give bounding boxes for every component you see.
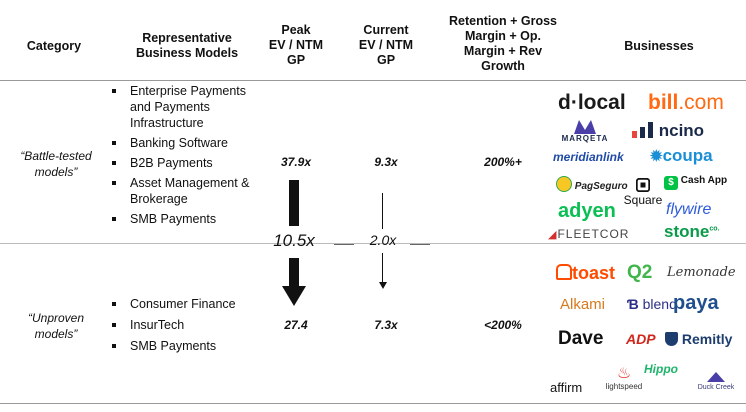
cashapp-dollar-icon: $ xyxy=(664,176,678,190)
row-separator xyxy=(0,243,746,244)
alkami-logo: Alkami xyxy=(560,296,606,313)
affirm-logo: affirm xyxy=(550,380,583,395)
header-models: Representative Business Models xyxy=(135,31,239,60)
model-item: SMB Payments xyxy=(104,211,254,227)
coupa-logo-text: coupa xyxy=(662,146,713,165)
current-arrow-bottom-segment xyxy=(382,253,383,283)
lemonade-logo: Lemonade xyxy=(667,265,736,280)
remitly-logo: Remitly xyxy=(665,331,732,347)
fleetcor-mark-icon: ◢ xyxy=(548,229,558,241)
meridianlink-logo: meridianlink xyxy=(553,150,624,164)
current-arrow-head xyxy=(379,282,387,289)
lightspeed-logo: ♨ lightspeed xyxy=(604,365,644,392)
models-list-battle-tested: Enterprise Payments and Payments Infrast… xyxy=(104,83,254,227)
bottom-rule xyxy=(0,403,746,404)
dlocal-logo: d·local xyxy=(558,91,626,114)
peak-arrow-top-segment xyxy=(289,180,299,226)
current-arrow-top-segment xyxy=(382,193,383,229)
fleetcor-logo-text: FLEETCOR xyxy=(557,227,630,241)
bill-logo-text: bill xyxy=(648,91,679,114)
current-multiple-drop: 2.0x xyxy=(369,232,397,248)
q2-logo: Q2 xyxy=(627,262,653,283)
peak-multiple-drop: 10.5x xyxy=(273,231,315,250)
pagseguro-badge-icon xyxy=(556,176,572,192)
model-item: Asset Management & Brokerage xyxy=(104,175,254,207)
square-mark-icon xyxy=(636,178,650,192)
toast-mark-icon xyxy=(556,264,572,280)
pagseguro-logo: PagSeguro xyxy=(556,176,628,192)
header-retention: Retention + Gross Margin + Op. Margin + … xyxy=(448,14,557,73)
coupa-star-icon: ✹ xyxy=(650,148,663,165)
models-list-unproven: Consumer Finance InsurTech SMB Payments xyxy=(104,296,254,354)
ncino-logo-text: ncino xyxy=(658,121,705,140)
ncino-logo: ncino xyxy=(632,121,704,141)
remitly-shield-icon xyxy=(665,332,678,346)
peak-value-unproven: 27.4 xyxy=(284,318,308,332)
category-unproven: “Unproven models” xyxy=(27,311,85,341)
dave-logo: Dave xyxy=(558,328,604,349)
bill-logo-suffix: .com xyxy=(678,91,724,114)
dash-left xyxy=(334,244,354,245)
model-item: InsurTech xyxy=(104,317,254,333)
model-item: Enterprise Payments and Payments Infrast… xyxy=(104,83,254,131)
stone-logo: stoneco. xyxy=(664,222,719,242)
stone-logo-text: stone xyxy=(664,222,710,241)
marqeta-logo: MARQETA xyxy=(560,120,610,143)
peak-arrow-bottom-segment xyxy=(289,258,299,288)
paya-logo: paya xyxy=(673,292,719,314)
toast-logo-text: toast xyxy=(572,263,616,283)
duckcreek-mark-icon xyxy=(707,372,725,382)
toast-logo: toast xyxy=(556,263,615,284)
header-rule xyxy=(0,80,746,81)
blend-mark-icon: Ɓ xyxy=(627,296,639,312)
model-item: Banking Software xyxy=(104,135,254,151)
square-logo-text: Square xyxy=(623,193,663,207)
pagseguro-logo-text: PagSeguro xyxy=(574,181,628,192)
square-logo: Square xyxy=(620,178,666,207)
header-peak: Peak EV / NTM GP xyxy=(268,23,324,67)
header-current: Current EV / NTM GP xyxy=(358,23,414,67)
blend-logo: Ɓ blend xyxy=(627,296,677,312)
header-businesses: Businesses xyxy=(624,39,694,53)
category-battle-tested: “Battle-tested models” xyxy=(20,149,92,179)
cashapp-logo: $ Cash App xyxy=(664,175,727,190)
peak-value-battle-tested: 37.9x xyxy=(280,155,312,169)
model-item: Consumer Finance xyxy=(104,296,254,312)
flywire-logo: flywire xyxy=(666,201,712,218)
hippo-logo: Hippo xyxy=(644,362,678,376)
fleetcor-logo: ◢FLEETCOR xyxy=(548,227,629,241)
lightspeed-logo-text: lightspeed xyxy=(605,382,643,391)
blend-logo-text: blend xyxy=(642,296,677,312)
peak-arrow-head xyxy=(282,286,306,306)
current-value-unproven: 7.3x xyxy=(374,318,398,332)
stone-logo-suffix: co. xyxy=(709,225,720,233)
adp-logo: ADP xyxy=(626,331,656,347)
retention-value-unproven: <200% xyxy=(484,318,522,332)
header-category: Category xyxy=(26,39,82,53)
lightspeed-flame-icon: ♨ xyxy=(616,365,632,382)
adyen-logo: adyen xyxy=(558,200,616,222)
ncino-bars-icon xyxy=(632,122,653,138)
remitly-logo-text: Remitly xyxy=(681,331,733,347)
bill-logo: bill.com xyxy=(648,91,724,115)
coupa-logo: ✹coupa xyxy=(650,146,713,166)
model-item: B2B Payments xyxy=(104,155,254,171)
dash-right xyxy=(410,244,430,245)
model-item: SMB Payments xyxy=(104,338,254,354)
duckcreek-logo-text: Duck Creek xyxy=(697,384,735,391)
marqeta-logo-text: MARQETA xyxy=(561,134,609,143)
marqeta-mark-icon xyxy=(574,120,596,134)
duckcreek-logo: Duck Creek xyxy=(694,372,738,391)
current-value-battle-tested: 9.3x xyxy=(374,155,398,169)
cashapp-logo-text: Cash App xyxy=(680,175,728,186)
retention-value-battle-tested: 200%+ xyxy=(484,155,522,169)
